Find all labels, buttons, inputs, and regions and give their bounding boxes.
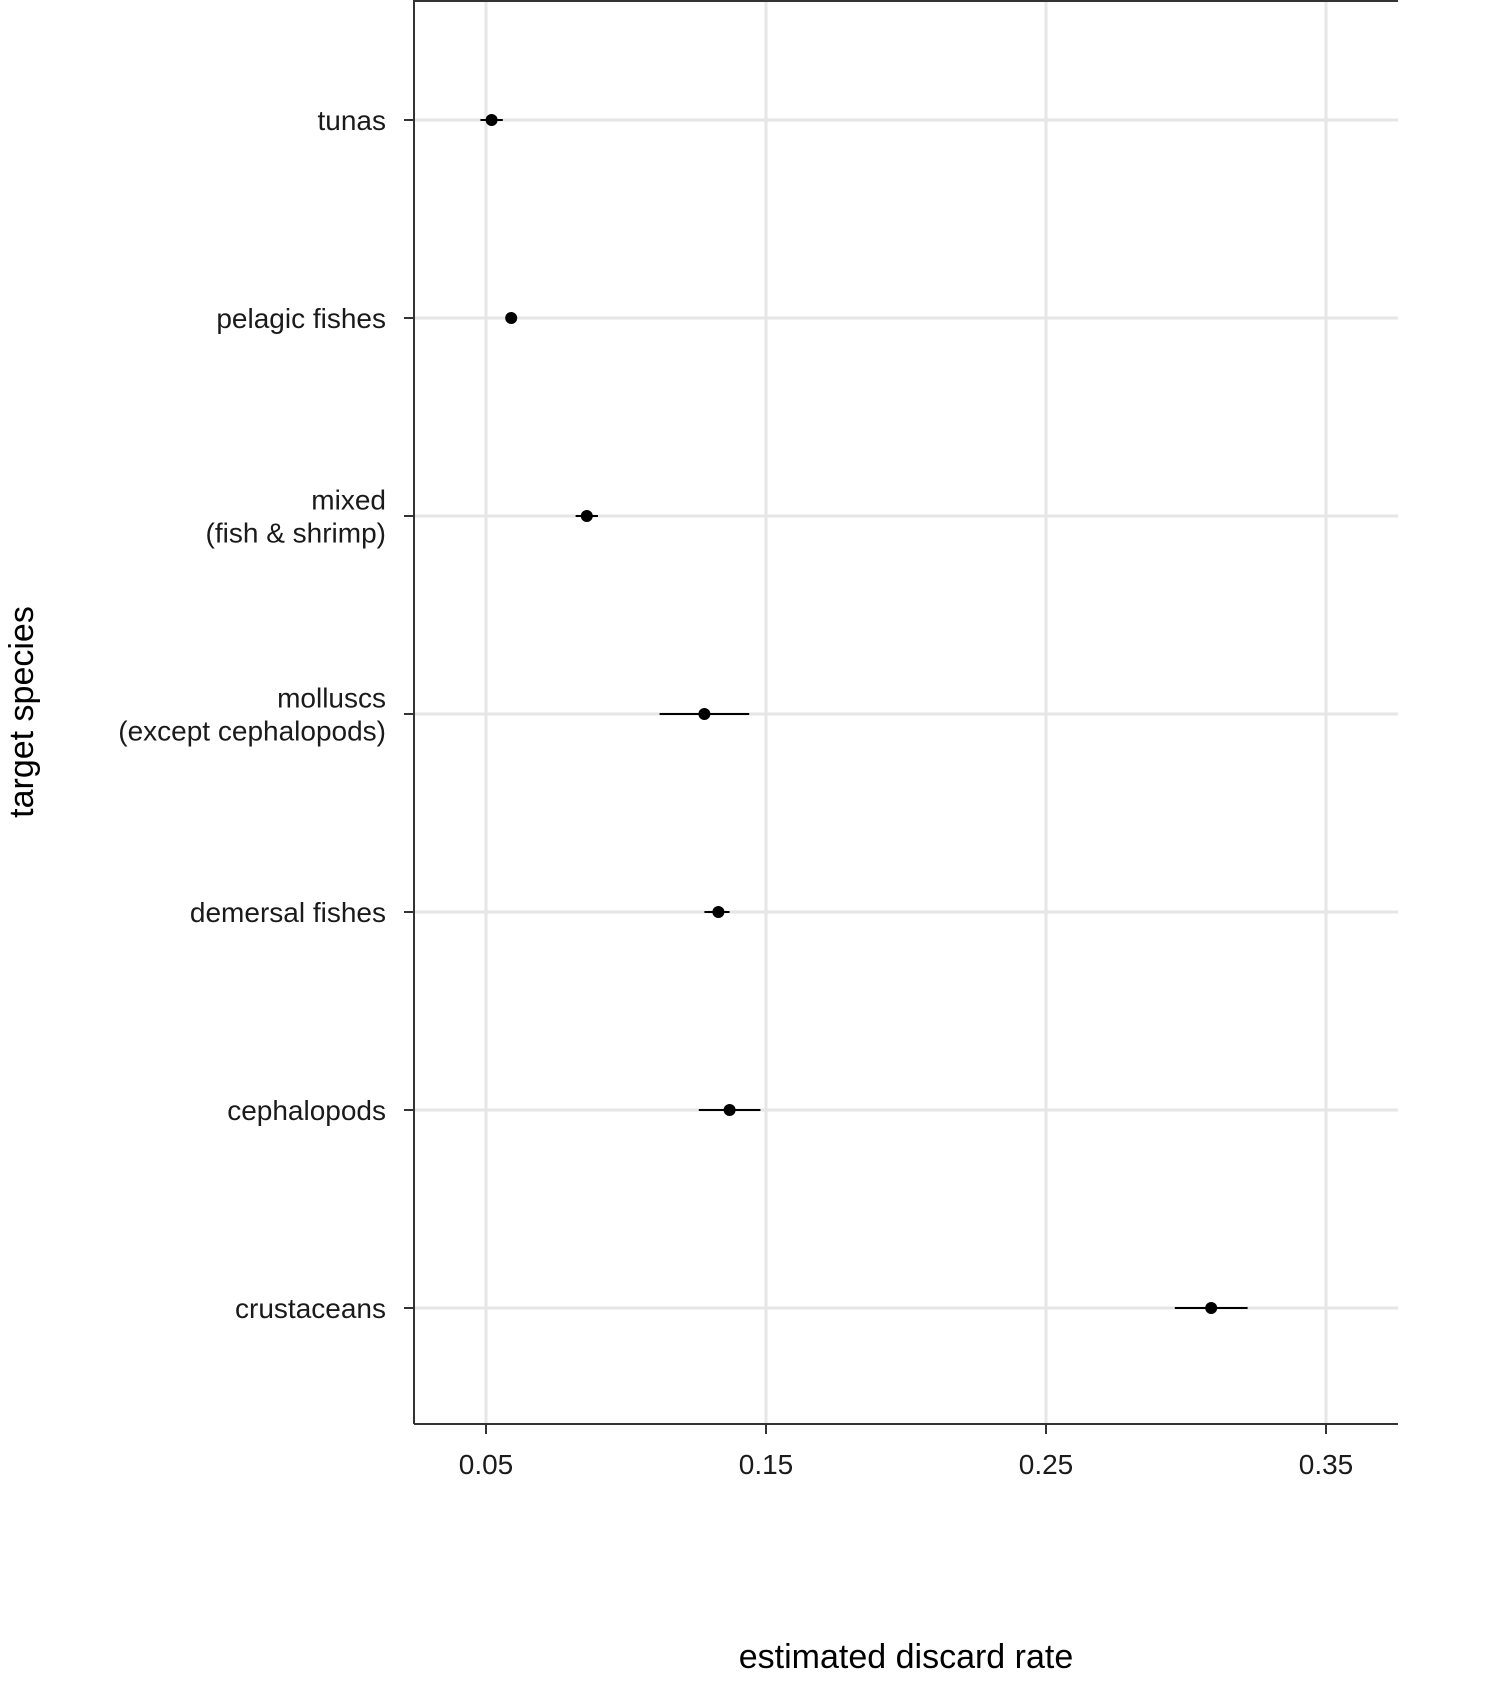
y-tick-label: (except cephalopods) bbox=[118, 716, 386, 747]
data-point bbox=[723, 1104, 736, 1116]
x-tick-label: 0.35 bbox=[1299, 1449, 1354, 1480]
y-tick-label: crustaceans bbox=[235, 1293, 386, 1324]
x-tick-label: 0.25 bbox=[1019, 1449, 1074, 1480]
y-tick-label: pelagic fishes bbox=[216, 303, 386, 334]
grid-lines bbox=[414, 0, 1398, 1424]
y-axis-title: target species bbox=[3, 606, 41, 818]
y-tick-label: mixed bbox=[311, 485, 386, 516]
y-tick-label: molluscs bbox=[277, 683, 386, 714]
y-tick-label: cephalopods bbox=[227, 1095, 386, 1126]
y-tick-label: (fish & shrimp) bbox=[206, 518, 386, 549]
data-point bbox=[698, 708, 711, 720]
axes: 0.05 0.15 0.25 0.35 tunas pelagic fishes mixed… bbox=[118, 0, 1398, 1480]
y-tick-label: demersal fishes bbox=[190, 897, 386, 928]
data-point bbox=[1205, 1302, 1218, 1314]
data-point bbox=[580, 510, 593, 522]
x-axis-title: estimated discard rate bbox=[739, 1638, 1074, 1676]
data-point bbox=[485, 114, 498, 126]
data-point bbox=[505, 312, 518, 324]
x-tick-label: 0.05 bbox=[459, 1449, 514, 1480]
data-marks bbox=[480, 114, 1248, 1314]
y-tick-label: tunas bbox=[318, 105, 387, 136]
x-tick-label: 0.15 bbox=[739, 1449, 794, 1480]
data-point bbox=[712, 906, 725, 918]
